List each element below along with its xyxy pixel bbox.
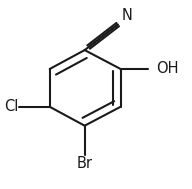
Text: OH: OH [156, 61, 179, 77]
Text: Br: Br [77, 156, 93, 171]
Text: N: N [122, 8, 132, 23]
Text: Cl: Cl [4, 99, 18, 114]
